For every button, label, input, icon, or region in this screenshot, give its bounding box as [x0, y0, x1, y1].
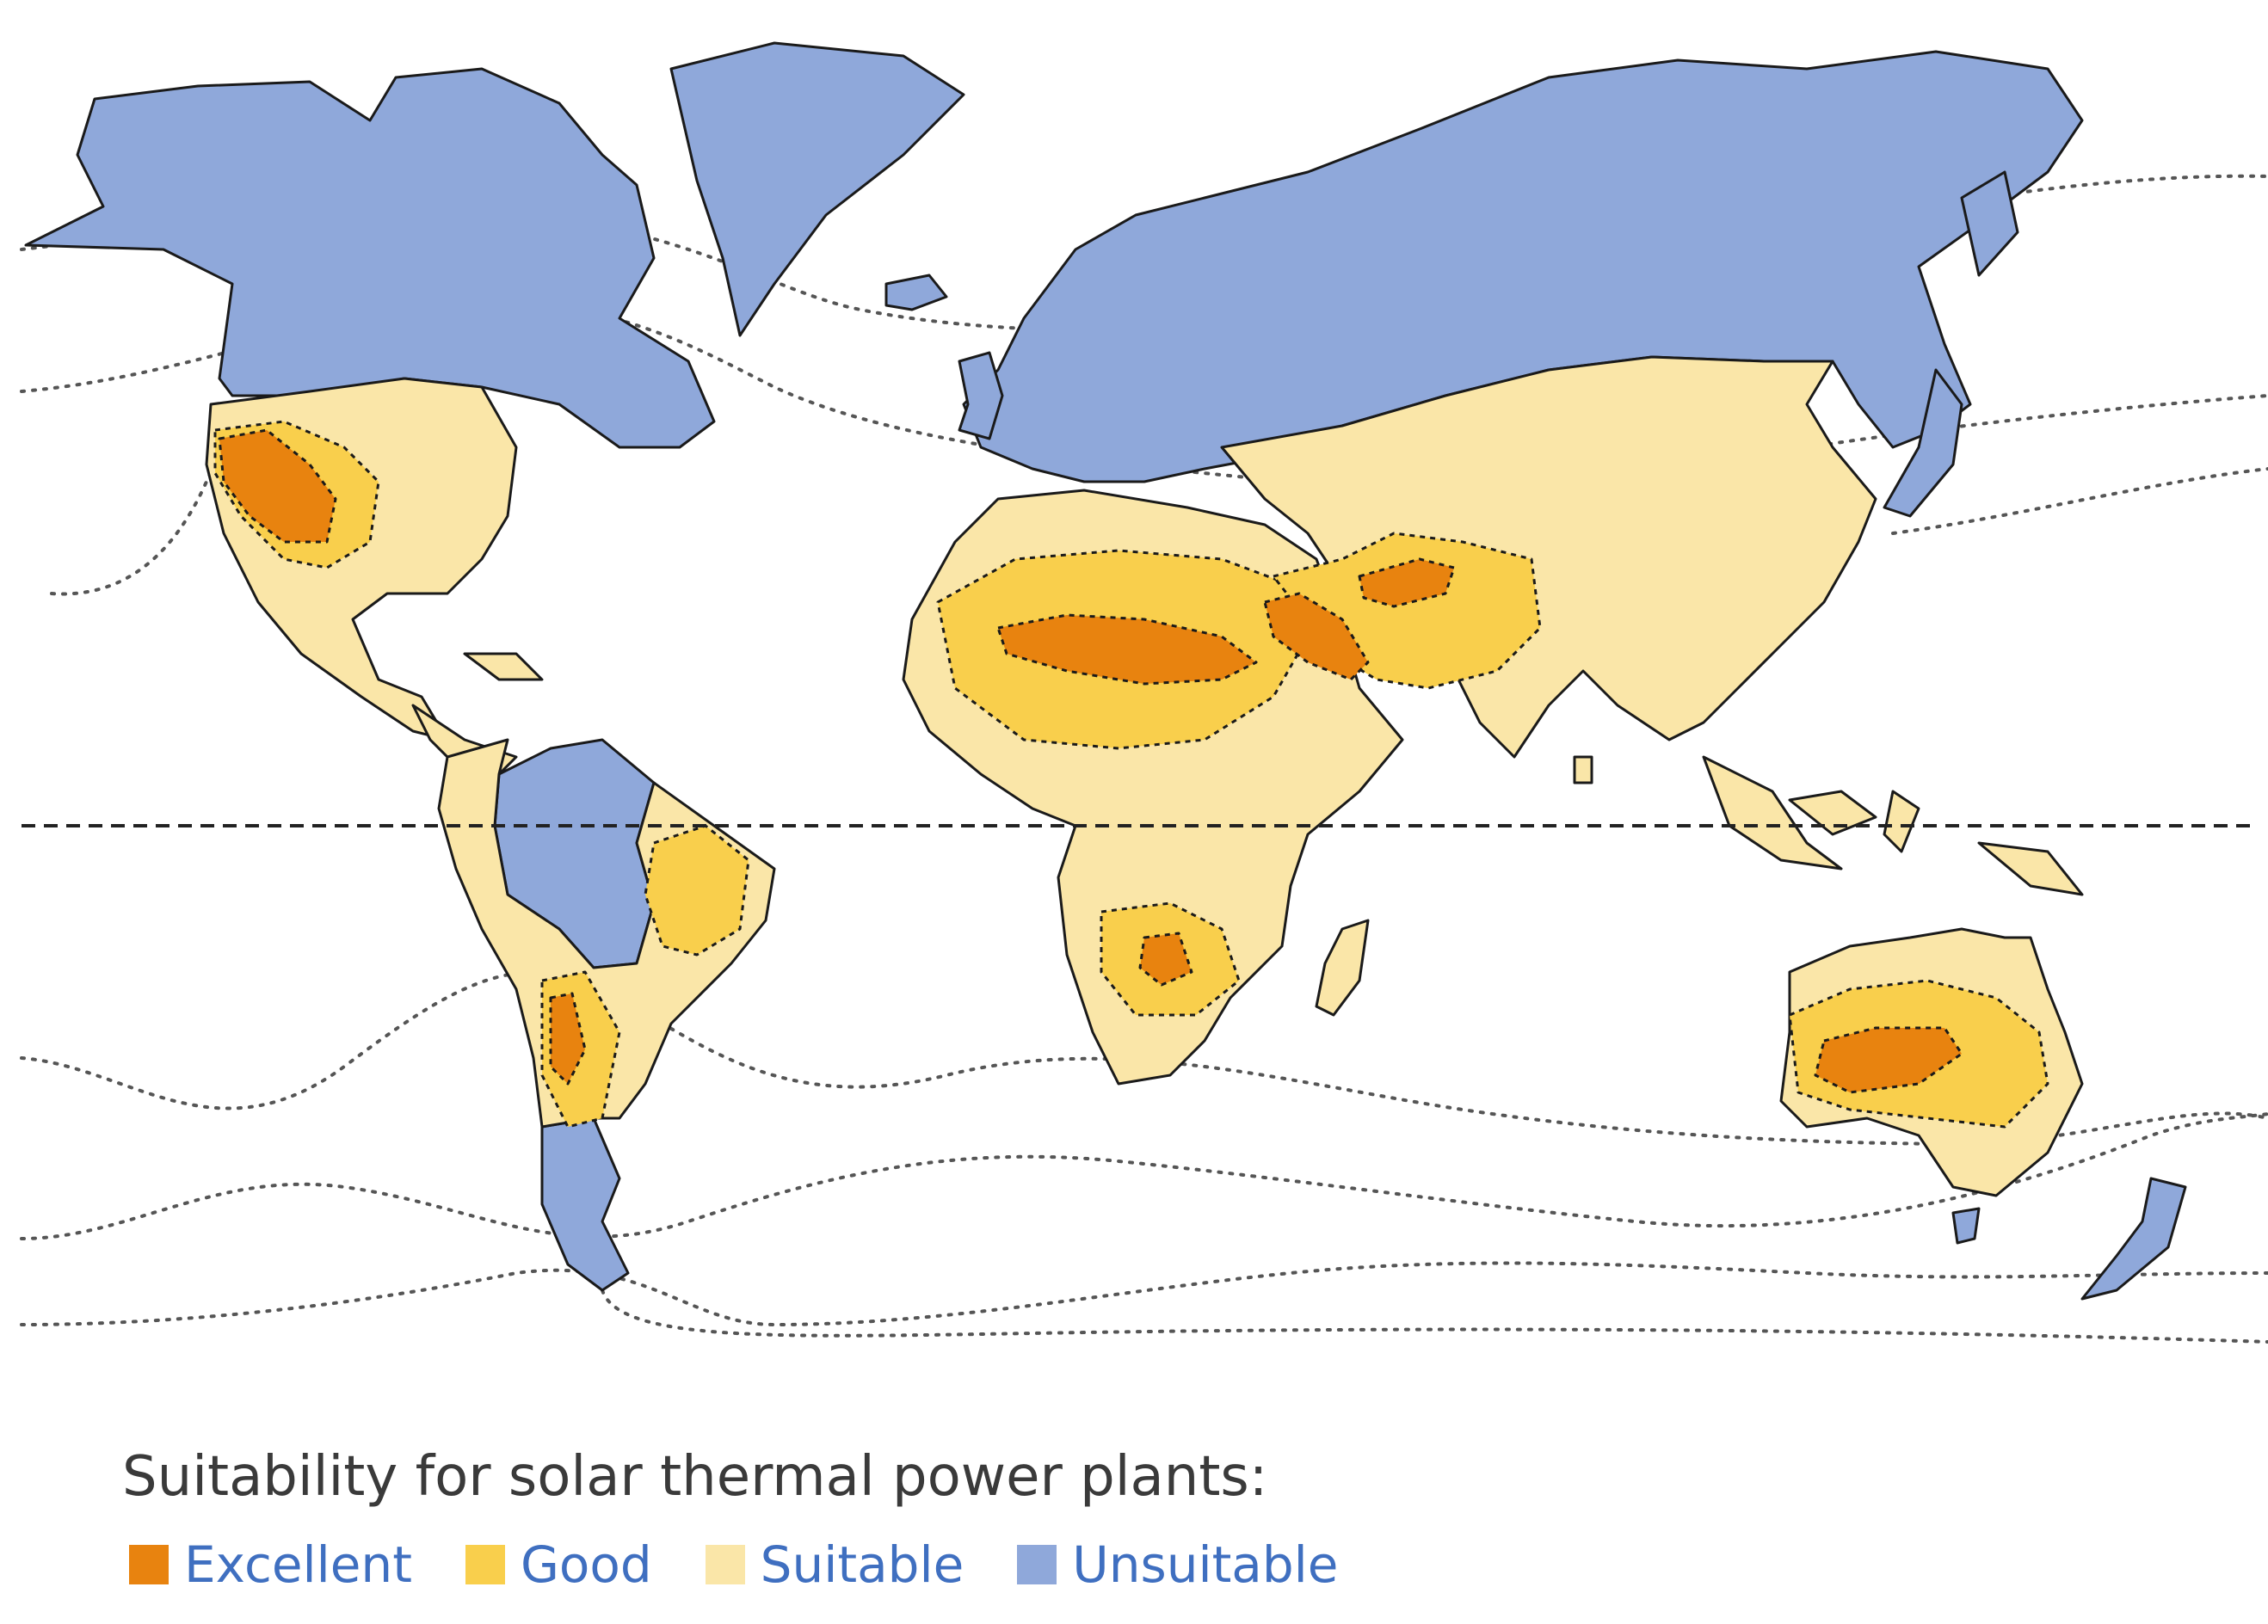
legend: Excellent Good Suitable Unsuitable	[129, 1535, 1391, 1594]
region-unsuitable	[24, 41, 2187, 1301]
good-swatch	[465, 1545, 505, 1584]
legend-label-suitable: Suitable	[760, 1535, 965, 1594]
legend-item-suitable: Suitable	[705, 1535, 965, 1594]
suitable-swatch	[705, 1545, 745, 1584]
unsuitable-swatch	[1017, 1545, 1057, 1584]
legend-label-excellent: Excellent	[184, 1535, 412, 1594]
world-map	[20, 41, 2268, 1344]
legend-title: Suitability for solar thermal power plan…	[122, 1445, 1268, 1509]
legend-item-good: Good	[465, 1535, 652, 1594]
legend-item-excellent: Excellent	[129, 1535, 412, 1594]
region-good	[213, 420, 2049, 1129]
excellent-swatch	[129, 1545, 169, 1584]
legend-item-unsuitable: Unsuitable	[1017, 1535, 1338, 1594]
legend-label-unsuitable: Unsuitable	[1072, 1535, 1339, 1594]
legend-label-good: Good	[520, 1535, 652, 1594]
region-excellent	[218, 428, 1963, 1094]
